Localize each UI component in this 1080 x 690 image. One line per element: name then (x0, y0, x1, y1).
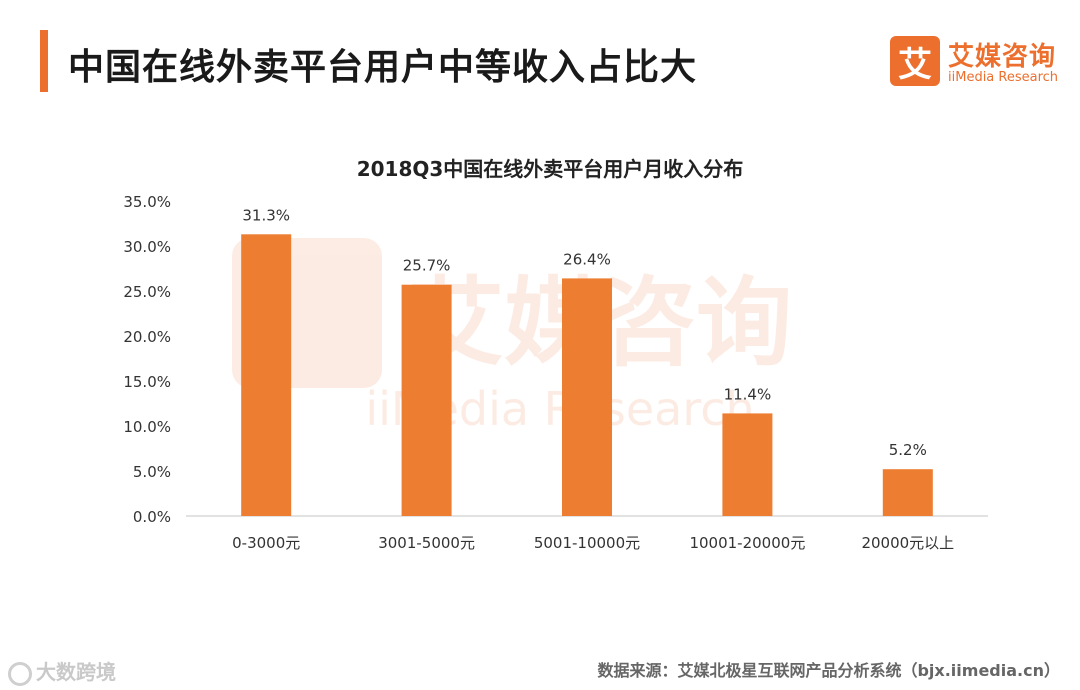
data-label: 5.2% (889, 441, 927, 459)
y-tick-label: 30.0% (123, 238, 171, 256)
y-tick-label: 10.0% (123, 418, 171, 436)
watermark: 艾媒咨询 iiMedia Research (232, 238, 792, 436)
x-tick-label: 3001-5000元 (378, 534, 475, 552)
data-label: 11.4% (724, 385, 772, 403)
data-label: 31.3% (242, 206, 290, 224)
chart-title: 2018Q3中国在线外卖平台用户月收入分布 (357, 157, 744, 181)
footer-brand-text: 大数跨境 (36, 660, 116, 684)
x-tick-label: 5001-10000元 (534, 534, 640, 552)
y-axis-ticks: 0.0% 5.0% 10.0% 15.0% 20.0% 25.0% 30.0% 35.0% (123, 193, 171, 526)
bar (722, 413, 773, 516)
logo-name-cn: 艾媒咨询 (948, 42, 1057, 72)
x-tick-label: 10001-20000元 (689, 534, 805, 552)
title-accent-bar (40, 30, 48, 92)
bar (401, 284, 452, 516)
bar (241, 234, 292, 517)
bars (241, 234, 933, 517)
data-label: 26.4% (563, 250, 611, 268)
data-label: 25.7% (403, 257, 451, 275)
page-title: 中国在线外卖平台用户中等收入占比大 (68, 47, 698, 88)
data-source: 数据来源：艾媒北极星互联网产品分析系统（bjx.iimedia.cn） (597, 661, 1060, 680)
x-tick-label: 0-3000元 (232, 534, 300, 552)
y-tick-label: 20.0% (123, 328, 171, 346)
y-tick-label: 35.0% (123, 193, 171, 211)
footer-brand: 大数跨境 (8, 656, 116, 686)
iimedia-logo: 艾 艾媒咨询 iiMedia Research (890, 36, 1065, 88)
y-tick-label: 15.0% (123, 373, 171, 391)
y-tick-label: 5.0% (133, 463, 171, 481)
x-tick-label: 20000元以上 (861, 534, 954, 552)
category-labels: 0-3000元 3001-5000元 5001-10000元 10001-20000元… (232, 534, 954, 552)
bar (562, 278, 612, 516)
brand-circle-icon (8, 661, 32, 686)
y-tick-label: 0.0% (133, 508, 171, 526)
y-tick-label: 25.0% (123, 283, 171, 301)
logo-name-en: iiMedia Research (948, 70, 1059, 85)
logo-mark: 艾 (890, 36, 940, 86)
value-labels: 31.3% 25.7% 26.4% 11.4% 5.2% (242, 206, 926, 459)
bar (882, 469, 933, 516)
